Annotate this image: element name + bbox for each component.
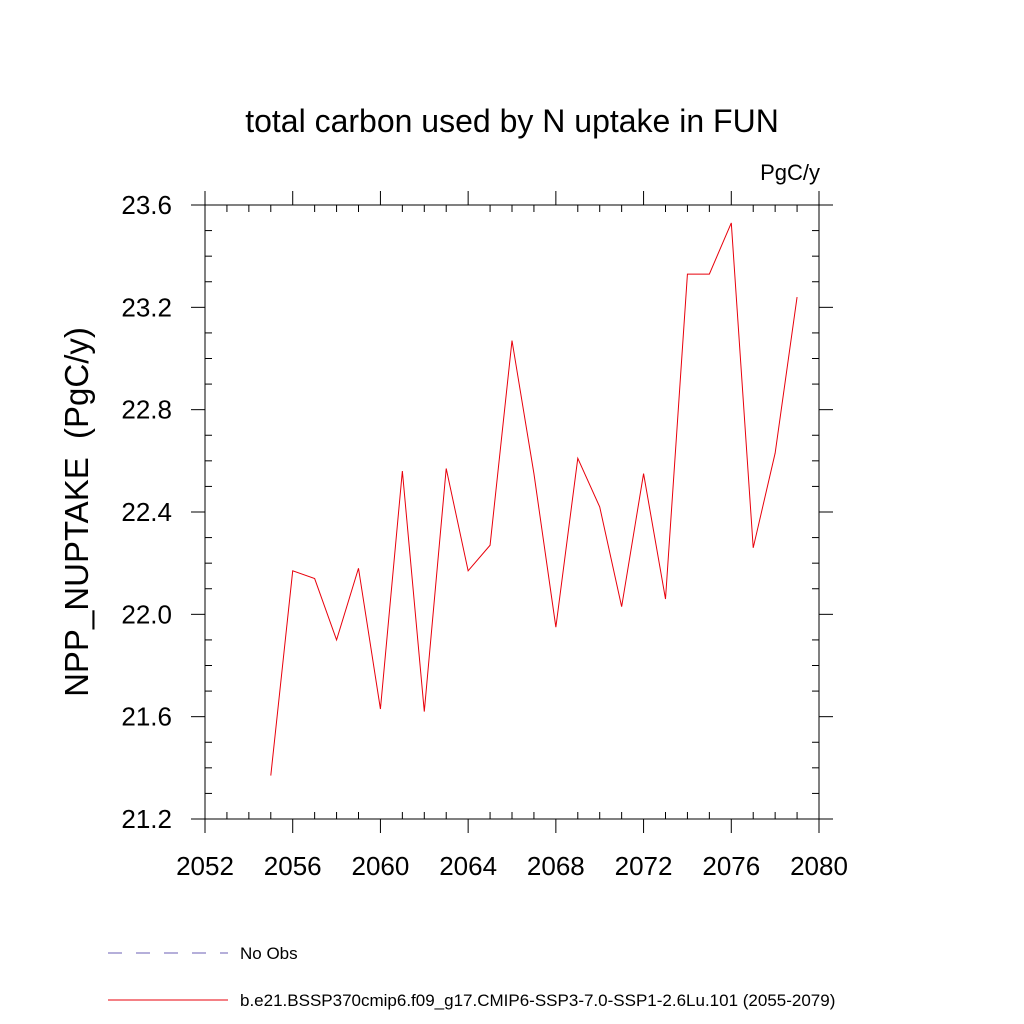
- y-tick-label: 23.6: [121, 190, 172, 220]
- units-label: PgC/y: [760, 160, 820, 185]
- legend-label-model-run: b.e21.BSSP370cmip6.f09_g17.CMIP6-SSP3-7.…: [240, 991, 835, 1010]
- y-tick-label: 23.2: [121, 292, 172, 322]
- x-tick-label: 2076: [702, 851, 760, 881]
- chart-title: total carbon used by N uptake in FUN: [245, 103, 779, 139]
- x-tick-label: 2064: [439, 851, 497, 881]
- y-tick-label: 22.8: [121, 395, 172, 425]
- x-tick-label: 2052: [176, 851, 234, 881]
- y-tick-label: 22.0: [121, 599, 172, 629]
- x-tick-label: 2068: [527, 851, 585, 881]
- plot-frame: [204, 204, 820, 820]
- x-tick-label: 2080: [790, 851, 848, 881]
- axis-ticks: 2052 2056 2060 2064 2068 2072 2076 2080 21.2 21.6…: [121, 190, 848, 881]
- y-axis-label: NPP_NUPTAKE (PgC/y): [58, 327, 95, 697]
- y-tick-label: 21.2: [121, 804, 172, 834]
- series-layer: [270, 222, 798, 776]
- x-tick-label: 2072: [615, 851, 673, 881]
- y-tick-label: 21.6: [121, 702, 172, 732]
- series-line: [270, 222, 798, 776]
- x-tick-label: 2056: [264, 851, 322, 881]
- y-tick-label: 22.4: [121, 497, 172, 527]
- legend-label-no-obs: No Obs: [240, 944, 298, 963]
- legend: No Obs b.e21.BSSP370cmip6.f09_g17.CMIP6-…: [108, 944, 835, 1010]
- x-tick-label: 2060: [352, 851, 410, 881]
